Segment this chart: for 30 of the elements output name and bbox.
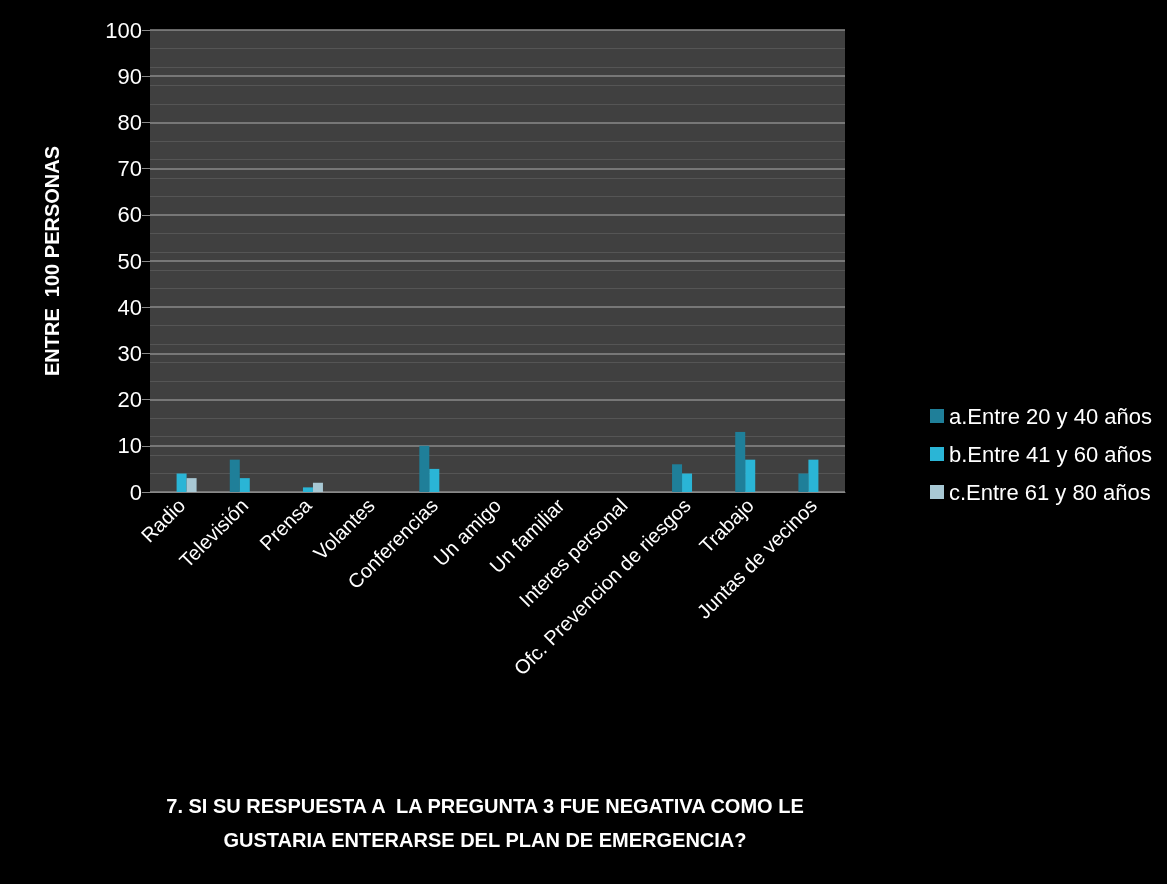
bar	[302, 487, 313, 492]
text: 7. SI SU RESPUESTA A LA PREGUNTA 3 FUE NEGATIVA COMO LE GUSTARIA ENTERARSE DEL PLAN DE EMERGENCIA?	[166, 795, 804, 851]
y-axis-title: ENTRE 100 PERSONAS	[41, 145, 63, 377]
bar	[186, 478, 197, 492]
legend-label: c.Entre 61 y 80 años	[948, 479, 1151, 505]
legend-label: a.Entre 20 y 40 años	[948, 403, 1152, 429]
bar	[239, 478, 250, 492]
bar	[672, 464, 683, 492]
y-tick-label: 80	[117, 109, 142, 135]
bar	[429, 468, 440, 492]
y-tick-label: 30	[117, 340, 142, 366]
y-tick-label: 20	[117, 387, 142, 413]
bar	[682, 473, 693, 492]
bar	[798, 473, 809, 492]
y-tick-label: 10	[117, 433, 142, 459]
y-tick-label: 0	[129, 479, 142, 505]
y-tick-label: 40	[117, 294, 142, 320]
y-tick-label: 90	[117, 63, 142, 89]
y-tick-label: 70	[117, 156, 142, 182]
bar	[176, 473, 187, 492]
bar	[808, 459, 819, 492]
y-tick-label: 100	[105, 17, 142, 43]
bar	[419, 445, 430, 492]
bar	[229, 459, 240, 492]
y-tick-label: 60	[117, 202, 142, 228]
bar	[312, 482, 323, 492]
bar	[745, 459, 756, 492]
y-tick-label: 50	[117, 248, 142, 274]
legend-label: b.Entre 41 y 60 años	[948, 441, 1152, 467]
bar	[735, 431, 746, 492]
